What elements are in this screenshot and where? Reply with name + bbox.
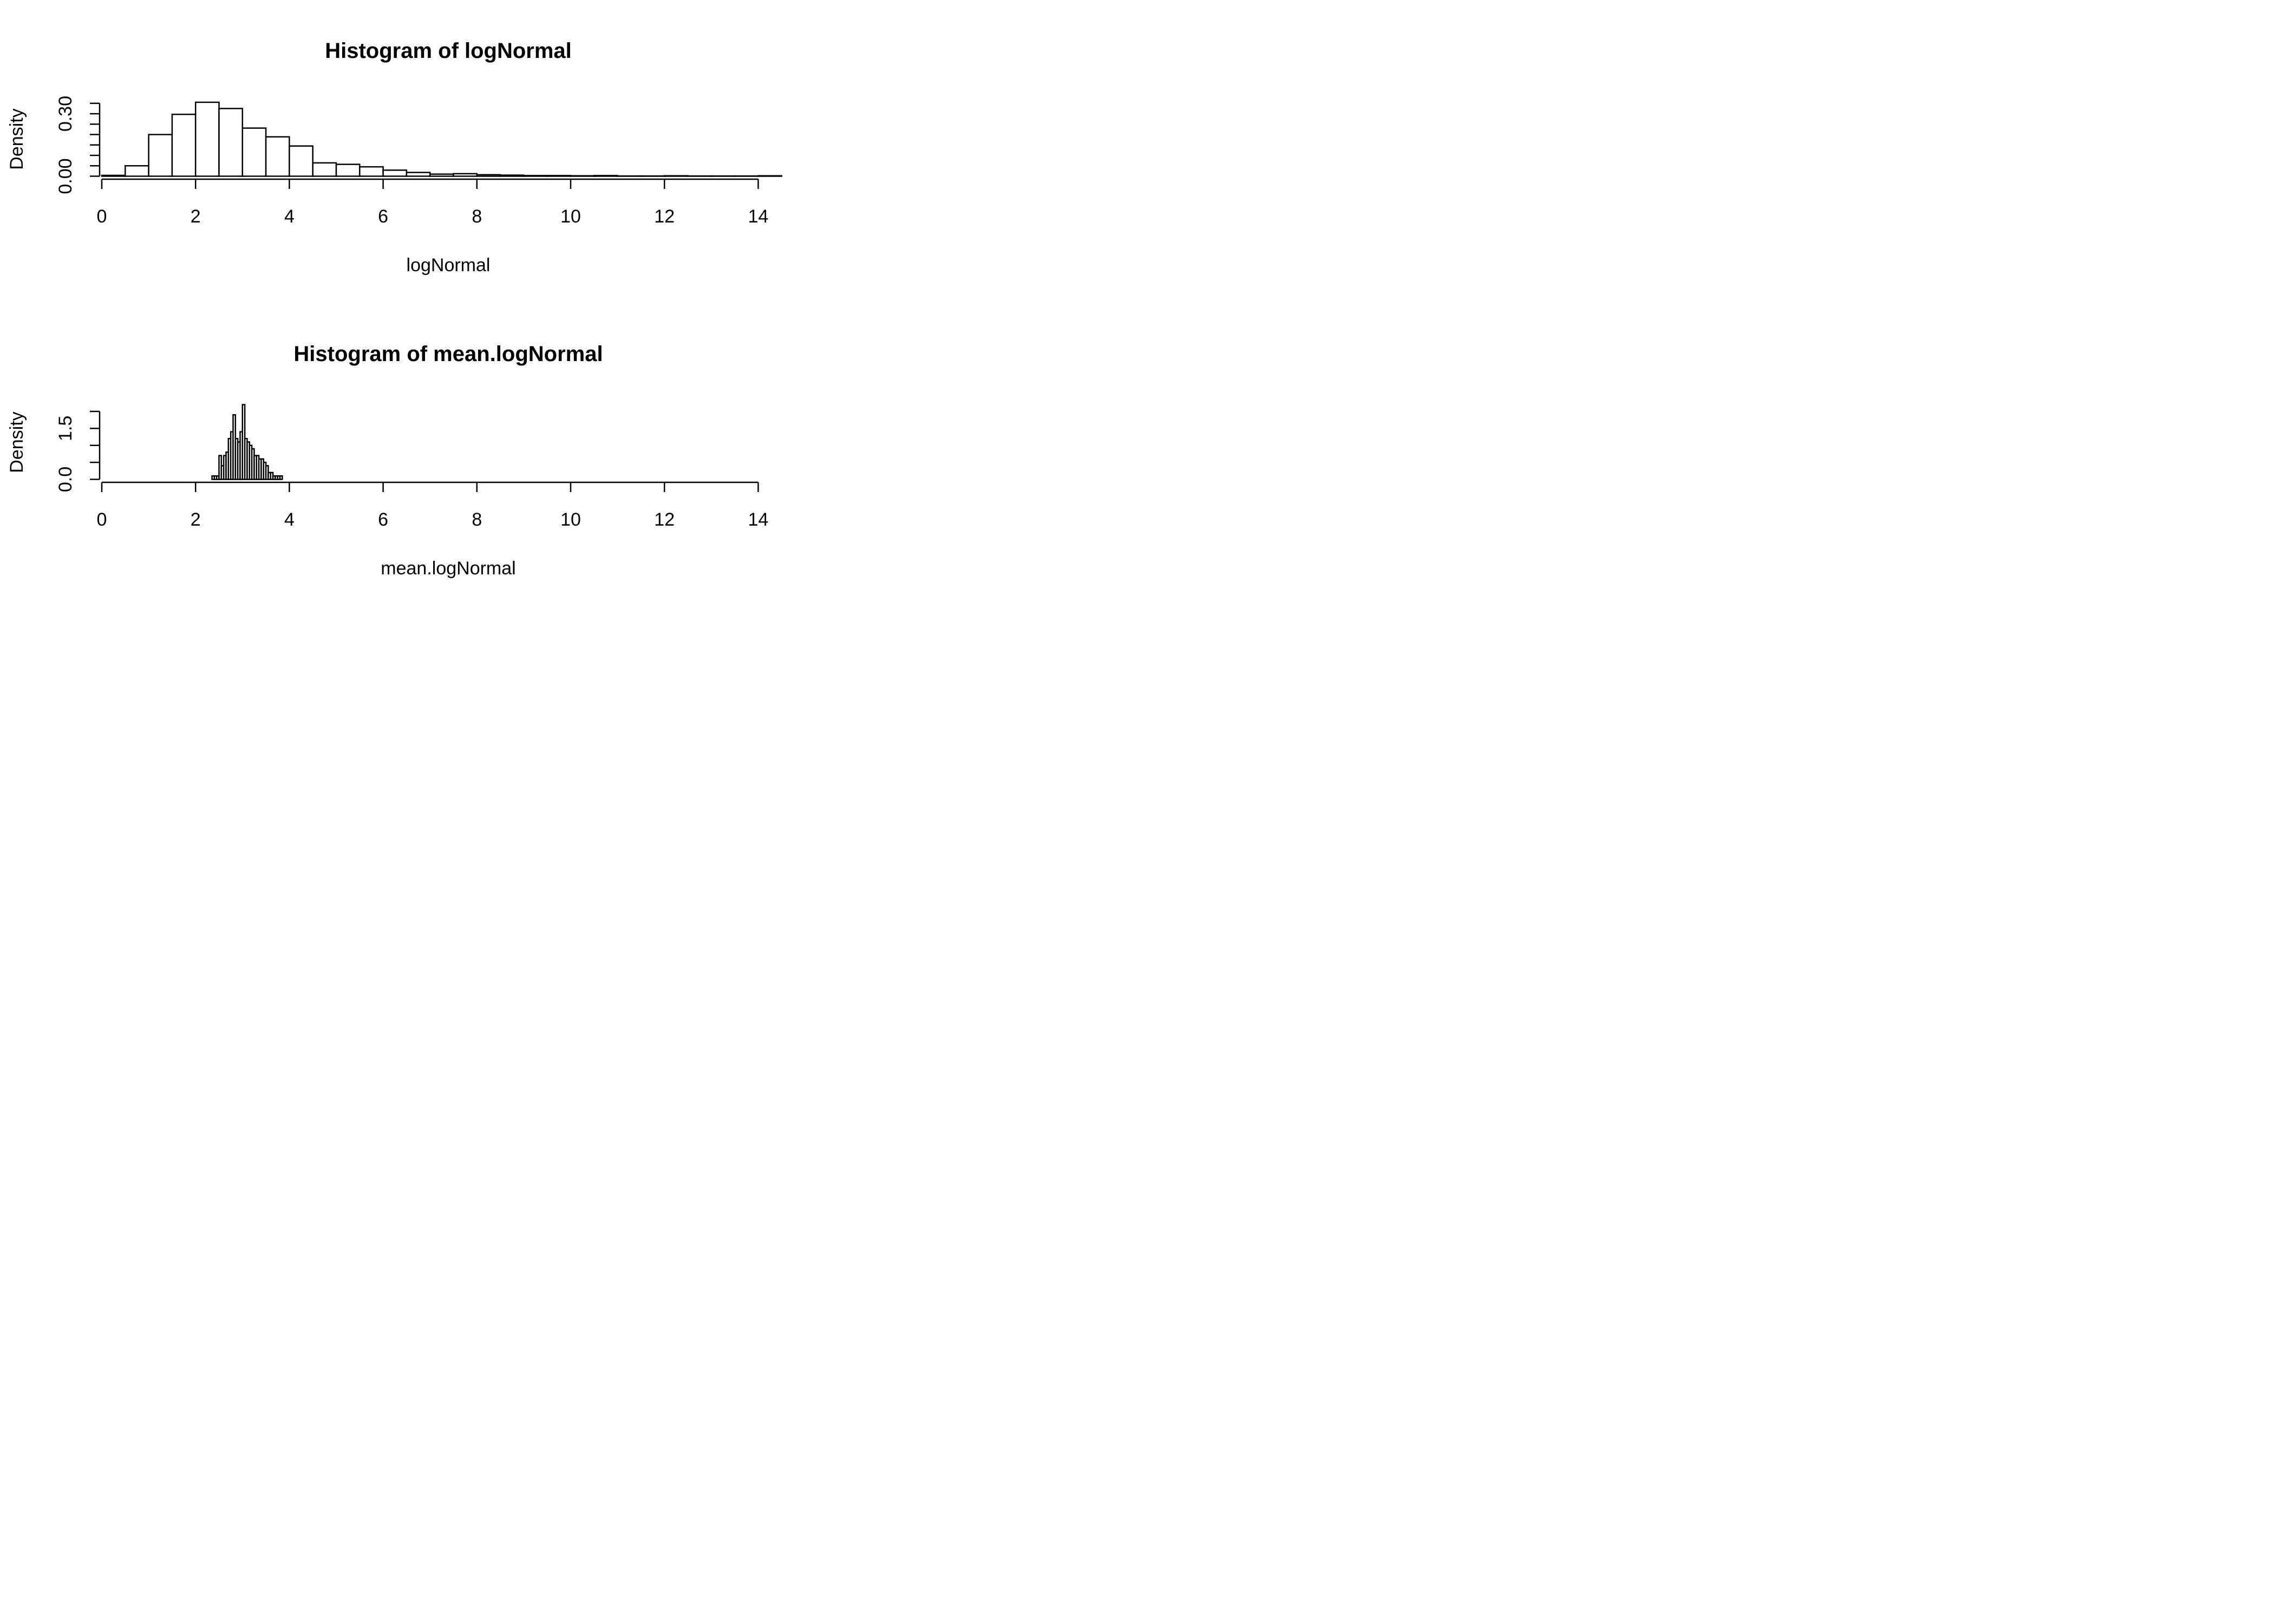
x-tick-label: 4 xyxy=(284,206,295,227)
histogram-bar xyxy=(335,163,361,177)
x-tick-label: 2 xyxy=(191,206,201,227)
x-tick-label: 6 xyxy=(378,509,388,530)
y-tick-label: 0.00 xyxy=(55,158,76,194)
x-tick-label: 10 xyxy=(560,509,581,530)
histogram-bar xyxy=(429,173,454,177)
x-tick-label: 8 xyxy=(472,509,482,530)
x-axis: 0 2 4 6 8 10 12 14 xyxy=(97,481,768,530)
histogram-figure: Histogram of logNormal Density logNormal… xyxy=(6,39,782,579)
x-axis-label: logNormal xyxy=(407,255,491,276)
y-axis: 0.0 1.5 xyxy=(55,410,101,492)
histogram-bar xyxy=(125,165,149,177)
histogram-bar xyxy=(194,101,220,177)
panel-lognormal: Histogram of logNormal Density logNormal… xyxy=(6,39,782,276)
y-axis: 0.00 0.30 xyxy=(55,96,101,194)
y-axis-label: Density xyxy=(6,108,27,169)
x-tick-label: 12 xyxy=(654,509,675,530)
histogram-bar xyxy=(453,173,478,177)
x-axis-label: mean.logNormal xyxy=(381,558,515,579)
histogram-bar xyxy=(523,175,548,177)
histogram-bar xyxy=(593,175,618,177)
histogram-bar xyxy=(359,166,384,177)
x-tick-label: 14 xyxy=(748,206,768,227)
x-tick-label: 0 xyxy=(97,509,107,530)
x-tick-label: 4 xyxy=(284,509,295,530)
y-axis-label: Density xyxy=(6,411,27,473)
y-tick-label: 1.5 xyxy=(55,416,76,441)
histogram-bar xyxy=(265,136,290,177)
x-axis: 0 2 4 6 8 10 12 14 xyxy=(97,178,768,227)
histogram-bar xyxy=(289,145,313,177)
histogram-bar xyxy=(312,162,337,177)
histogram-bar xyxy=(171,113,197,177)
histogram-bar xyxy=(546,175,572,177)
histogram-bar xyxy=(218,108,244,177)
x-tick-label: 0 xyxy=(97,206,107,227)
bars-group xyxy=(211,404,283,480)
x-tick-label: 10 xyxy=(560,206,581,227)
y-tick-label: 0.30 xyxy=(55,96,76,132)
histogram-bar xyxy=(279,475,283,480)
histogram-bar xyxy=(148,134,173,177)
y-tick-label: 0.0 xyxy=(55,467,76,492)
x-tick-label: 8 xyxy=(472,206,482,227)
histogram-bar xyxy=(406,172,431,177)
histogram-bar xyxy=(382,169,408,177)
histogram-bar xyxy=(499,174,525,177)
histogram-bar xyxy=(476,174,501,177)
histogram-bar xyxy=(241,127,267,177)
panel-title: Histogram of logNormal xyxy=(325,39,572,63)
x-tick-label: 14 xyxy=(748,509,768,530)
x-tick-label: 12 xyxy=(654,206,675,227)
x-tick-label: 6 xyxy=(378,206,388,227)
bars-group xyxy=(101,101,782,177)
histogram-bar xyxy=(101,174,126,177)
x-tick-label: 2 xyxy=(191,509,201,530)
panel-mean-lognormal: Histogram of mean.logNormal Density mean… xyxy=(6,342,768,579)
panel-title: Histogram of mean.logNormal xyxy=(293,342,603,366)
